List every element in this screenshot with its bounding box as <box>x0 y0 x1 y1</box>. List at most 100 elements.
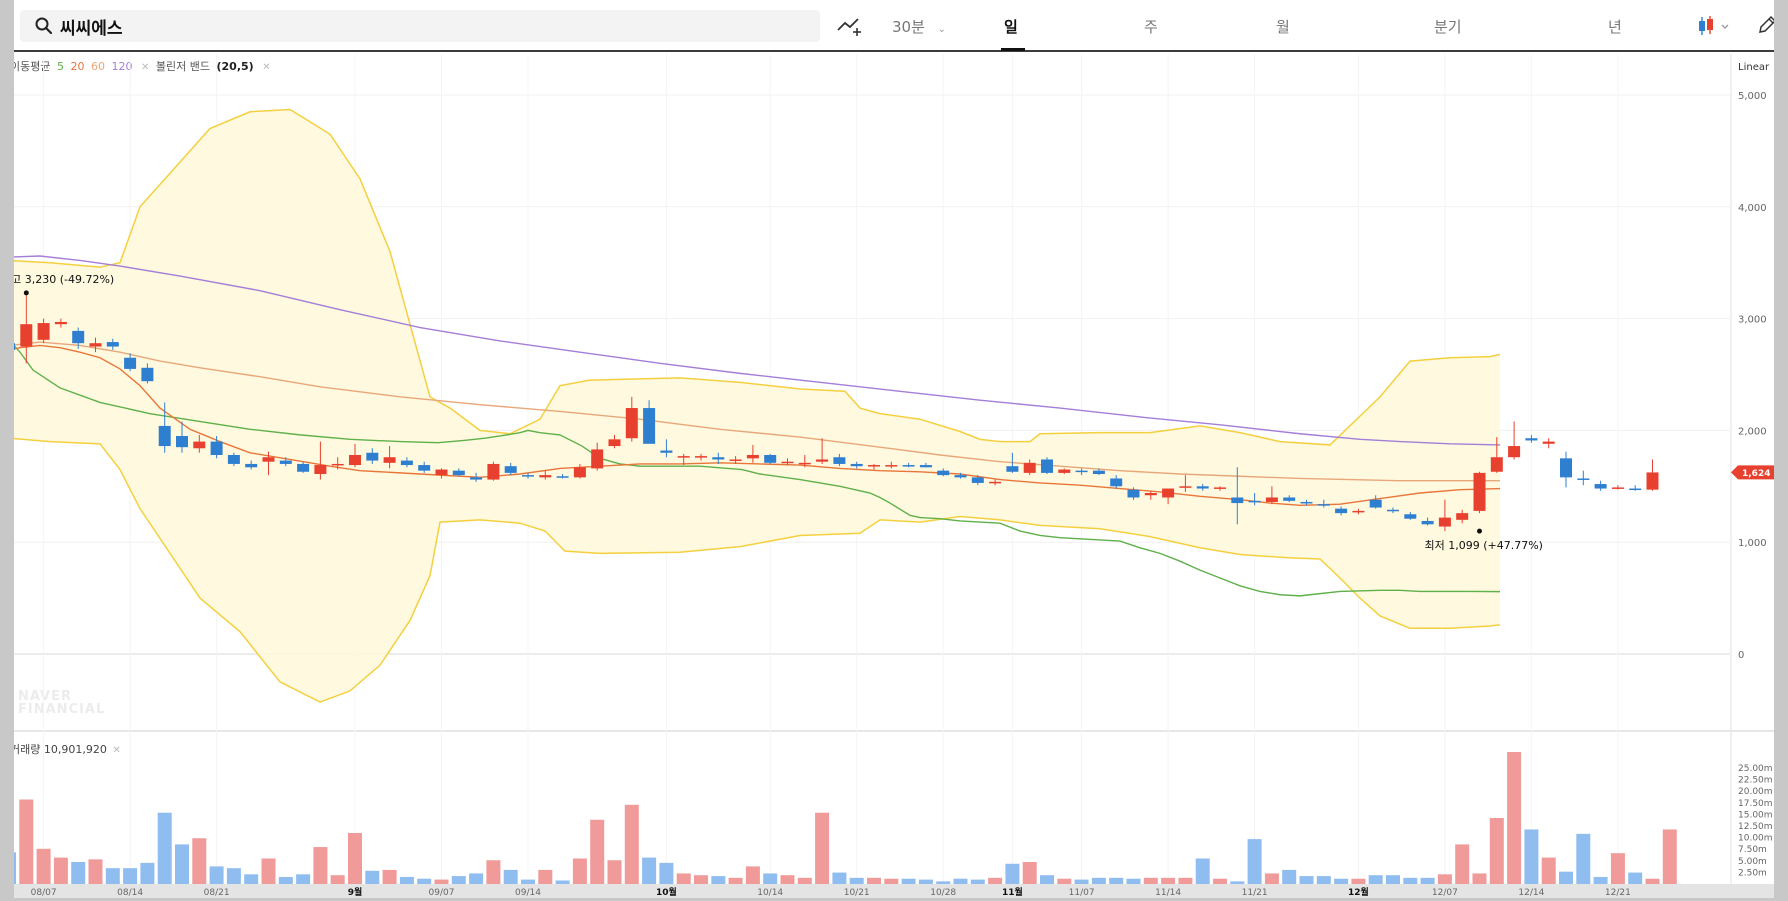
volume-bar[interactable] <box>1230 881 1245 884</box>
volume-bar[interactable] <box>1299 876 1314 884</box>
candle-body[interactable] <box>470 477 483 480</box>
volume-bar[interactable] <box>728 877 743 884</box>
candle-body[interactable] <box>1456 513 1469 520</box>
candle-body[interactable] <box>245 463 258 468</box>
volume-bar[interactable] <box>1264 873 1279 884</box>
candle-body[interactable] <box>124 357 137 369</box>
candlestick-style-icon[interactable] <box>1696 14 1736 38</box>
candle-body[interactable] <box>1283 497 1296 501</box>
volume-bar[interactable] <box>1074 879 1089 884</box>
candle-body[interactable] <box>746 454 759 459</box>
volume-bar[interactable] <box>1420 877 1435 884</box>
candle-body[interactable] <box>1473 472 1486 511</box>
candle-body[interactable] <box>1542 441 1555 444</box>
candle-body[interactable] <box>816 459 829 462</box>
volume-bar[interactable] <box>1541 857 1556 884</box>
candle-body[interactable] <box>314 465 327 475</box>
volume-bar[interactable] <box>226 868 241 884</box>
volume-bar[interactable] <box>1351 878 1366 884</box>
volume-bar[interactable] <box>1593 876 1608 884</box>
search-icon[interactable] <box>34 16 54 36</box>
candle-body[interactable] <box>1404 514 1417 519</box>
candle-body[interactable] <box>1508 446 1521 458</box>
volume-bar[interactable] <box>36 848 51 884</box>
volume-bar[interactable] <box>1022 862 1037 884</box>
volume-bar[interactable] <box>1109 877 1124 884</box>
candle-body[interactable] <box>504 466 517 473</box>
candle-body[interactable] <box>971 477 984 483</box>
volume-bar[interactable] <box>1368 875 1383 884</box>
volume-bar[interactable] <box>849 877 864 884</box>
volume-bar[interactable] <box>1628 872 1643 884</box>
volume-bar[interactable] <box>521 879 535 884</box>
close-icon[interactable]: ✕ <box>262 62 271 73</box>
tab-year[interactable]: 년 <box>1608 18 1622 36</box>
volume-bar[interactable] <box>1524 829 1539 884</box>
volume-bar[interactable] <box>1386 875 1400 884</box>
candle-body[interactable] <box>625 408 638 439</box>
candle-body[interactable] <box>643 408 656 444</box>
volume-bar[interactable] <box>1662 829 1677 884</box>
candle-body[interactable] <box>1092 470 1105 475</box>
candle-body[interactable] <box>937 470 950 476</box>
candle-body[interactable] <box>954 475 967 478</box>
volume-bar[interactable] <box>1247 839 1262 884</box>
volume-bar[interactable] <box>1091 877 1106 884</box>
volume-bar[interactable] <box>1316 876 1331 884</box>
candle-body[interactable] <box>1231 497 1244 504</box>
volume-bar[interactable] <box>901 878 916 884</box>
candle-body[interactable] <box>695 456 707 458</box>
tab-quarter[interactable]: 분기 <box>1434 18 1462 36</box>
candle-body[interactable] <box>712 457 725 460</box>
line-chart-add-icon[interactable] <box>836 14 864 38</box>
volume-bar[interactable] <box>88 859 103 884</box>
candle-body[interactable] <box>158 425 171 447</box>
volume-bar[interactable] <box>797 877 812 884</box>
candle-body[interactable] <box>20 324 33 347</box>
candle-body[interactable] <box>539 475 552 478</box>
volume-bar[interactable] <box>607 860 622 884</box>
volume-bar[interactable] <box>1437 874 1452 884</box>
stock-search-box[interactable]: 씨씨에스 <box>20 10 820 42</box>
candle-body[interactable] <box>1265 497 1278 502</box>
volume-bar[interactable] <box>244 874 259 884</box>
close-icon[interactable]: ✕ <box>140 62 150 73</box>
candle-body[interactable] <box>1041 459 1053 473</box>
volume-bar[interactable] <box>503 869 518 884</box>
volume-bar[interactable] <box>348 832 362 884</box>
candle-body[interactable] <box>1317 504 1330 506</box>
candle-body[interactable] <box>798 462 811 465</box>
volume-bar[interactable] <box>1645 878 1660 884</box>
candle-body[interactable] <box>1525 438 1538 441</box>
candle-body[interactable] <box>885 465 898 467</box>
volume-bar[interactable] <box>970 879 985 884</box>
candle-body[interactable] <box>54 321 67 325</box>
volume-bar[interactable] <box>365 870 380 884</box>
candle-body[interactable] <box>262 457 275 462</box>
volume-bar[interactable] <box>1213 878 1227 884</box>
tab-day[interactable]: 일 <box>1004 18 1018 36</box>
candle-body[interactable] <box>1560 458 1572 478</box>
candle-body[interactable] <box>1179 486 1192 488</box>
candle-body[interactable] <box>141 367 154 382</box>
volume-bar[interactable] <box>572 858 587 884</box>
candle-body[interactable] <box>1611 487 1624 489</box>
candle-body[interactable] <box>1438 517 1451 527</box>
volume-bar[interactable] <box>296 874 311 884</box>
candle-body[interactable] <box>1629 488 1642 491</box>
volume-bar[interactable] <box>745 866 760 884</box>
candle-body[interactable] <box>1214 487 1226 489</box>
volume-bar[interactable] <box>1282 869 1297 884</box>
candle-body[interactable] <box>1058 469 1071 473</box>
volume-bar[interactable] <box>555 880 570 884</box>
volume-bar[interactable] <box>1178 877 1193 884</box>
candle-body[interactable] <box>193 441 206 449</box>
volume-bar[interactable] <box>1610 853 1625 884</box>
candle-body[interactable] <box>176 435 188 448</box>
volume-bar[interactable] <box>278 876 293 884</box>
volume-bar[interactable] <box>1489 818 1504 884</box>
candle-body[interactable] <box>452 470 465 476</box>
candle-body[interactable] <box>349 454 361 466</box>
volume-bar[interactable] <box>157 812 172 884</box>
candle-body[interactable] <box>989 481 1002 484</box>
